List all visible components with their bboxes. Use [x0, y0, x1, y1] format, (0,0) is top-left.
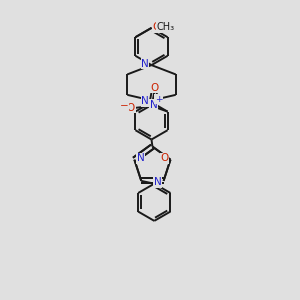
- Text: O: O: [152, 22, 160, 32]
- Text: N: N: [141, 96, 149, 106]
- Text: N: N: [141, 58, 149, 69]
- Text: +: +: [154, 95, 162, 104]
- Text: −: −: [120, 101, 129, 111]
- Text: O: O: [160, 153, 169, 163]
- Text: N: N: [136, 153, 144, 163]
- Text: N: N: [154, 177, 161, 188]
- Text: N: N: [150, 100, 158, 110]
- Text: O: O: [127, 103, 135, 113]
- Text: O: O: [151, 83, 159, 93]
- Text: CH₃: CH₃: [157, 22, 175, 32]
